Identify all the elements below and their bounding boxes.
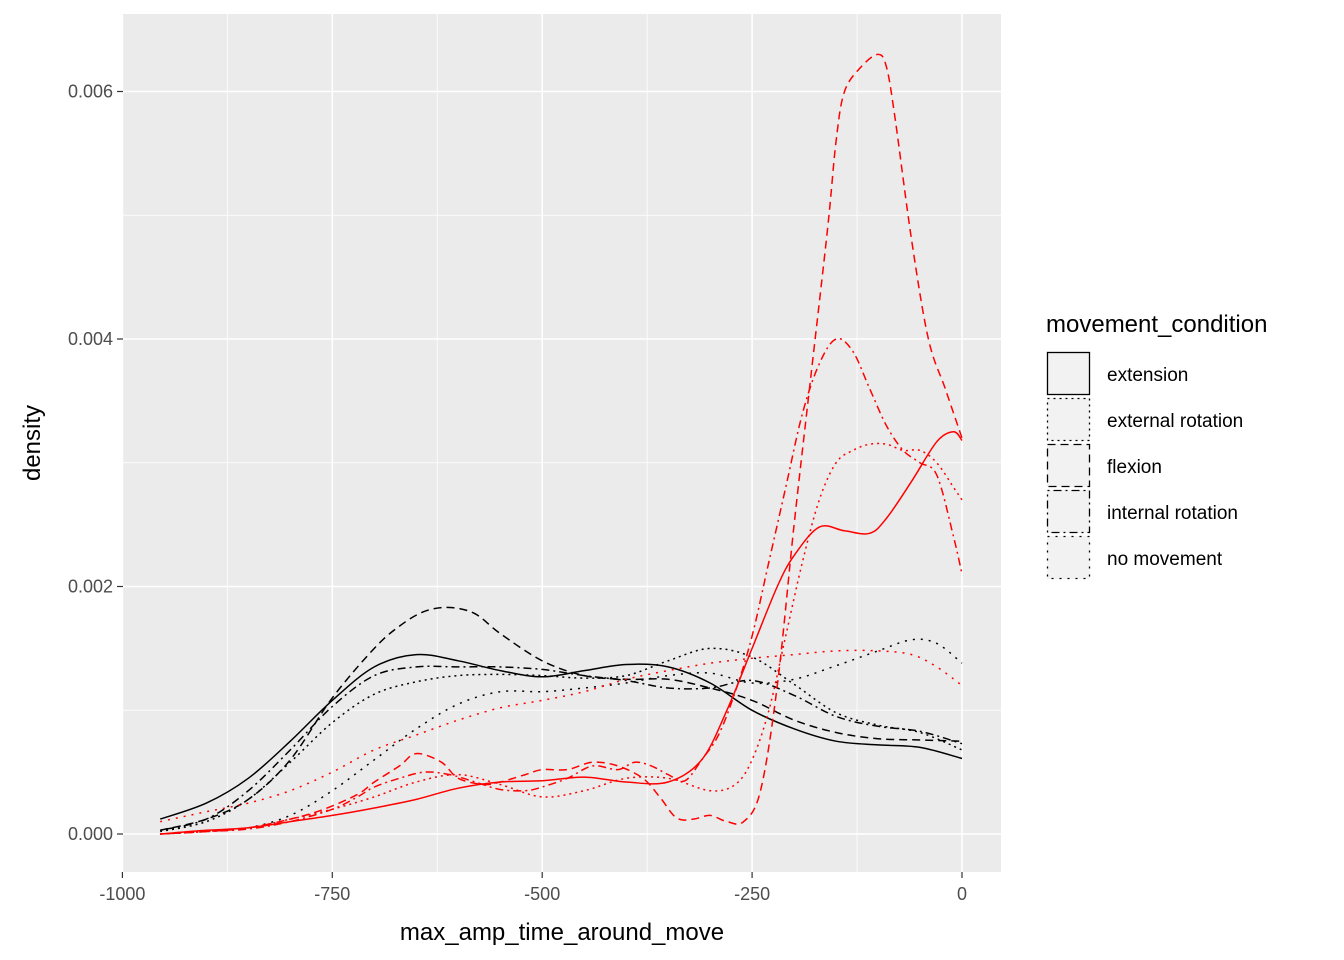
density-curve-black-dashed: [160, 606, 963, 832]
x-tick-label: -250: [734, 884, 770, 904]
legend-key-outline: [1046, 443, 1091, 488]
x-tick-label: -1000: [99, 884, 145, 904]
x-tick-label: 0: [957, 884, 967, 904]
plot-panel: [123, 14, 1001, 872]
legend-label: flexion: [1107, 457, 1162, 478]
x-axis-title: max_amp_time_around_move: [400, 919, 724, 946]
legend-key: [1047, 398, 1090, 441]
legend: movement_condition extension external rot…: [1046, 311, 1267, 580]
density-curve-red-dotted: [160, 442, 963, 835]
density-curve-black-dotted: [160, 647, 963, 833]
grid-lines: [121, 14, 1001, 872]
legend-title: movement_condition: [1046, 311, 1267, 338]
y-tick-label: 0.006: [68, 82, 113, 102]
density-curve-red-dashed: [160, 53, 963, 835]
density-curve-black-solid: [159, 653, 963, 820]
legend-label: no movement: [1107, 549, 1223, 570]
x-axis: -1000 -750 -500 -250 0: [99, 872, 967, 904]
legend-label: extension: [1107, 365, 1188, 386]
legend-key: [1047, 536, 1090, 579]
density-curve-black-longdotted: [160, 638, 963, 835]
density-curve-black-dotdash: [160, 665, 963, 832]
y-tick-label: 0.004: [68, 329, 113, 349]
x-tick-label: -500: [524, 884, 560, 904]
density-curve-red-solid: [160, 431, 963, 835]
y-tick-label: 0.002: [68, 577, 113, 597]
legend-key: [1047, 444, 1090, 487]
y-axis: 0.000 0.002 0.004 0.006: [68, 82, 123, 844]
legend-label: internal rotation: [1107, 503, 1238, 524]
legend-key: [1047, 490, 1090, 533]
y-axis-title: density: [19, 405, 46, 481]
legend-key-outline: [1046, 351, 1091, 396]
density-curve-red-dotdash: [160, 337, 963, 835]
x-tick-label: -750: [314, 884, 350, 904]
y-tick-label: 0.000: [68, 824, 113, 844]
legend-key: [1047, 352, 1090, 395]
legend-label: external rotation: [1107, 411, 1243, 432]
legend-key-outline: [1046, 489, 1091, 534]
density-curves: [159, 53, 963, 835]
legend-key-outline: [1046, 535, 1091, 580]
